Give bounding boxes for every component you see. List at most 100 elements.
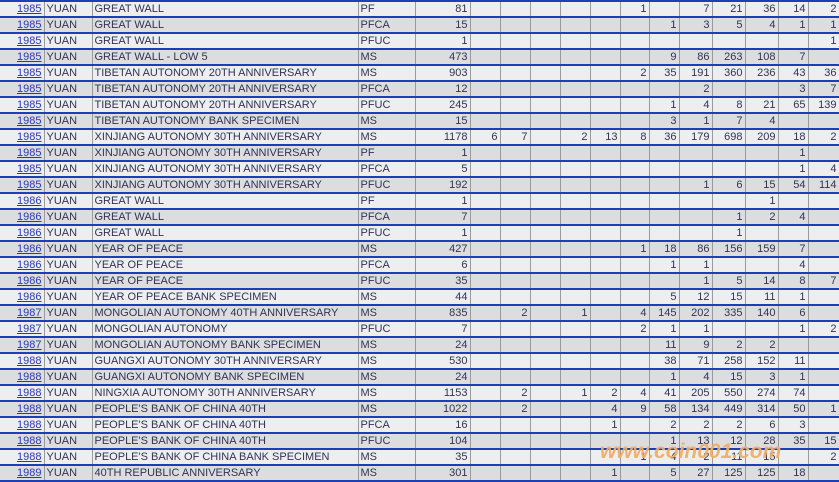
cell-grade-count: [530, 32, 561, 50]
cell-grade-count: 13: [590, 128, 621, 146]
cell-year[interactable]: 1986: [0, 272, 45, 290]
cell-grade: MS: [358, 64, 416, 82]
cell-description: 40TH REPUBLIC ANNIVERSARY: [92, 464, 359, 482]
cell-grade-count: 21: [712, 0, 746, 18]
year-link[interactable]: 1985: [17, 99, 42, 111]
cell-grade-count: 159: [745, 240, 779, 258]
cell-year[interactable]: 1988: [0, 352, 45, 370]
cell-grade-count: 2: [808, 448, 839, 466]
cell-grade-count: [712, 144, 746, 162]
cell-year[interactable]: 1988: [0, 448, 45, 466]
cell-grade-count: [620, 96, 650, 114]
cell-year[interactable]: 1988: [0, 432, 45, 450]
cell-year[interactable]: 1986: [0, 256, 45, 274]
cell-year[interactable]: 1987: [0, 304, 45, 322]
cell-grade-count: [590, 336, 621, 354]
year-link[interactable]: 1986: [17, 275, 42, 287]
cell-year[interactable]: 1985: [0, 48, 45, 66]
cell-grade-count: [560, 464, 591, 482]
year-link[interactable]: 1985: [17, 115, 42, 127]
cell-grade-count: 2: [808, 128, 839, 146]
year-link[interactable]: 1988: [17, 451, 42, 463]
year-link[interactable]: 1986: [17, 195, 42, 207]
cell-grade-count: 1: [712, 224, 746, 242]
cell-grade-count: 7: [712, 112, 746, 130]
year-link[interactable]: 1985: [17, 3, 42, 15]
cell-year[interactable]: 1986: [0, 240, 45, 258]
cell-grade-count: [649, 208, 680, 226]
year-link[interactable]: 1985: [17, 147, 42, 159]
table-row: 1986 YUAN GREAT WALL PF 1 1: [0, 192, 839, 210]
cell-grade-count: [808, 144, 839, 162]
year-link[interactable]: 1985: [17, 67, 42, 79]
cell-grade-count: 2: [560, 128, 591, 146]
cell-grade-count: 1: [778, 368, 809, 386]
year-link[interactable]: 1986: [17, 227, 42, 239]
cell-year[interactable]: 1987: [0, 336, 45, 354]
cell-year[interactable]: 1988: [0, 384, 45, 402]
year-link[interactable]: 1988: [17, 355, 42, 367]
year-link[interactable]: 1987: [17, 339, 42, 351]
cell-grade-count: [500, 176, 531, 194]
cell-year[interactable]: 1985: [0, 96, 45, 114]
year-link[interactable]: 1985: [17, 163, 42, 175]
cell-year[interactable]: 1988: [0, 400, 45, 418]
cell-year[interactable]: 1987: [0, 320, 45, 338]
cell-denomination: YUAN: [44, 416, 93, 434]
year-link[interactable]: 1987: [17, 323, 42, 335]
year-link[interactable]: 1987: [17, 307, 42, 319]
cell-total: 1: [415, 32, 471, 50]
cell-grade-count: [470, 64, 501, 82]
year-link[interactable]: 1985: [17, 35, 42, 47]
cell-year[interactable]: 1985: [0, 128, 45, 146]
cell-grade-count: [560, 400, 591, 418]
cell-year[interactable]: 1986: [0, 192, 45, 210]
year-link[interactable]: 1988: [17, 371, 42, 383]
year-link[interactable]: 1985: [17, 131, 42, 143]
cell-grade: PF: [358, 0, 416, 18]
cell-denomination: YUAN: [44, 32, 93, 50]
year-link[interactable]: 1985: [17, 179, 42, 191]
cell-grade-count: 9: [679, 336, 713, 354]
cell-year[interactable]: 1985: [0, 176, 45, 194]
cell-year[interactable]: 1985: [0, 16, 45, 34]
cell-grade-count: 5: [712, 16, 746, 34]
cell-grade-count: 1: [560, 304, 591, 322]
year-link[interactable]: 1988: [17, 419, 42, 431]
cell-grade: PFCA: [358, 160, 416, 178]
year-link[interactable]: 1985: [17, 83, 42, 95]
year-link[interactable]: 1985: [17, 19, 42, 31]
cell-year[interactable]: 1986: [0, 208, 45, 226]
cell-description: GREAT WALL: [92, 208, 359, 226]
cell-grade-count: [500, 208, 531, 226]
year-link[interactable]: 1988: [17, 403, 42, 415]
cell-year[interactable]: 1985: [0, 160, 45, 178]
year-link[interactable]: 1988: [17, 435, 42, 447]
table-row: 1986 YUAN YEAR OF PEACE PFUC 35 1 5 14 8 7: [0, 272, 839, 290]
year-link[interactable]: 1986: [17, 211, 42, 223]
cell-year[interactable]: 1988: [0, 368, 45, 386]
cell-grade-count: [470, 384, 501, 402]
cell-total: 104: [415, 432, 471, 450]
cell-year[interactable]: 1986: [0, 288, 45, 306]
year-link[interactable]: 1986: [17, 291, 42, 303]
cell-year[interactable]: 1985: [0, 0, 45, 18]
cell-grade-count: 2: [808, 0, 839, 18]
year-link[interactable]: 1986: [17, 259, 42, 271]
cell-year[interactable]: 1985: [0, 144, 45, 162]
cell-grade-count: 145: [649, 304, 680, 322]
cell-year[interactable]: 1985: [0, 32, 45, 50]
cell-year[interactable]: 1989: [0, 464, 45, 482]
cell-year[interactable]: 1985: [0, 80, 45, 98]
cell-year[interactable]: 1985: [0, 112, 45, 130]
cell-grade-count: 4: [590, 400, 621, 418]
year-link[interactable]: 1989: [17, 467, 42, 479]
year-link[interactable]: 1986: [17, 243, 42, 255]
cell-grade-count: 14: [778, 0, 809, 18]
cell-year[interactable]: 1988: [0, 416, 45, 434]
year-link[interactable]: 1988: [17, 387, 42, 399]
cell-year[interactable]: 1985: [0, 64, 45, 82]
year-link[interactable]: 1985: [17, 51, 42, 63]
cell-grade-count: [530, 336, 561, 354]
cell-year[interactable]: 1986: [0, 224, 45, 242]
